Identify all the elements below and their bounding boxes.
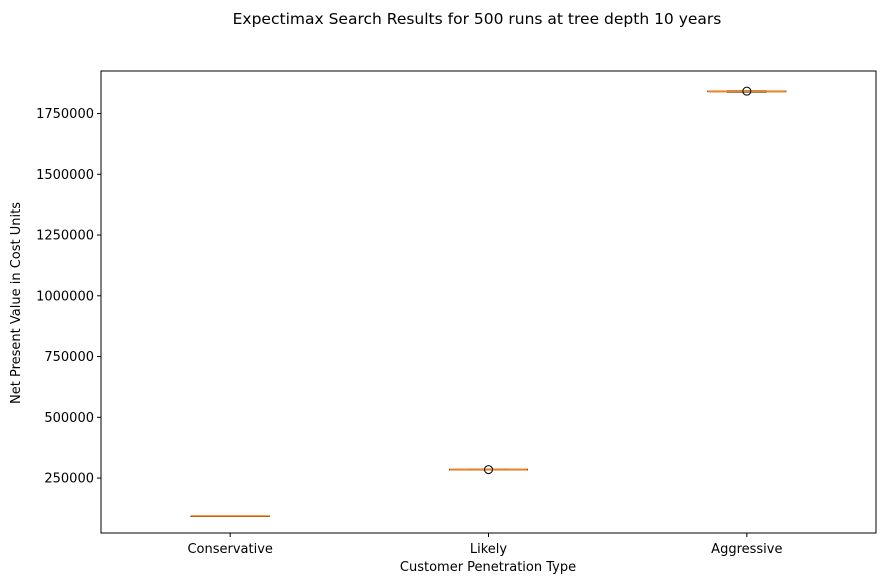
- y-tick-label: 1500000: [36, 168, 94, 183]
- y-tick-label: 250000: [44, 472, 94, 487]
- chart-title: Expectimax Search Results for 500 runs a…: [233, 10, 722, 28]
- y-axis: 250000 500000 750000 1000000 1250000 1500000 1…: [36, 107, 101, 487]
- boxes: [190, 86, 787, 517]
- plot-frame: [100, 70, 877, 534]
- outlier-point: [742, 86, 752, 96]
- plot-area: [100, 70, 877, 534]
- y-tick-label: 1000000: [36, 289, 94, 304]
- x-axis-label: Customer Penetration Type: [400, 560, 576, 575]
- x-tick-label: Likely: [470, 542, 508, 557]
- x-axis: Conservative Likely Aggressive: [187, 533, 782, 557]
- y-axis-label: Net Present Value in Cost Units: [9, 202, 24, 404]
- box-likely: [449, 465, 528, 475]
- x-tick-label: Conservative: [187, 542, 272, 557]
- y-tick-label: 1250000: [36, 229, 94, 244]
- y-tick-label: 500000: [44, 411, 94, 426]
- box-aggressive: [707, 86, 787, 96]
- outlier-point: [484, 465, 493, 475]
- box-conservative: [190, 515, 270, 517]
- x-tick-label: Aggressive: [711, 542, 782, 557]
- y-tick-label: 1750000: [36, 107, 94, 122]
- y-tick-label: 750000: [44, 350, 94, 365]
